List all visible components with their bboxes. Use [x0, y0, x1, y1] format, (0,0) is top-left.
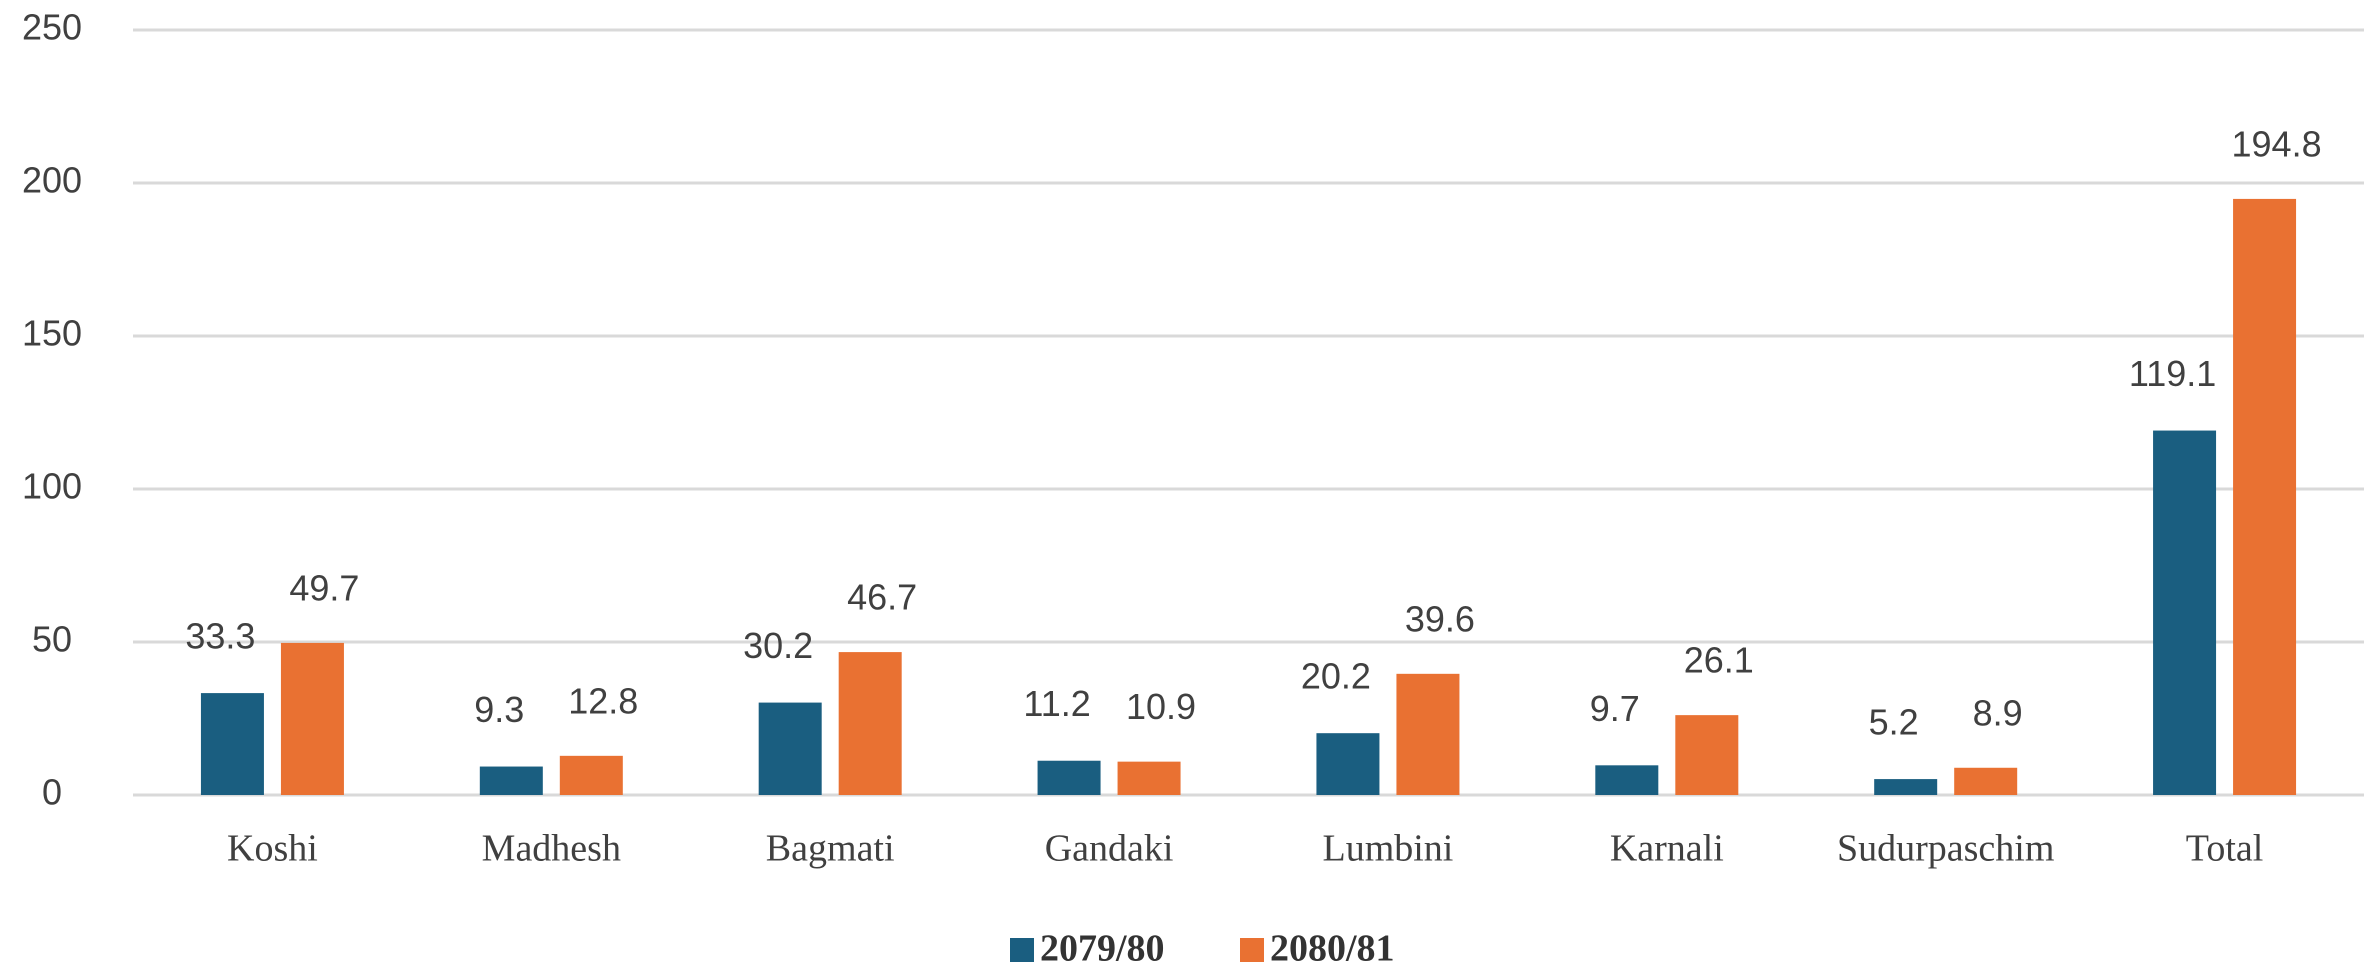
- data-label: 30.2: [743, 625, 813, 666]
- legend-label: 2080/81: [1270, 928, 1395, 970]
- data-label: 8.9: [1973, 692, 2023, 733]
- bar: [1316, 733, 1380, 795]
- data-label: 39.6: [1405, 598, 1475, 639]
- x-tick-label: Lumbini: [1322, 828, 1453, 870]
- data-label: 11.2: [1023, 683, 1090, 724]
- bar: [1117, 761, 1181, 795]
- x-tick-label: Madhesh: [482, 828, 621, 870]
- data-label: 10.9: [1126, 686, 1196, 727]
- bar: [280, 642, 344, 795]
- bar: [1396, 673, 1460, 795]
- x-tick-label: Koshi: [227, 828, 318, 870]
- x-tick-label: Gandaki: [1045, 828, 1174, 870]
- data-label: 49.7: [289, 567, 359, 608]
- data-label: 46.7: [847, 577, 917, 618]
- y-tick-label: 200: [22, 160, 82, 201]
- x-tick-label: Sudurpaschim: [1837, 828, 2054, 870]
- y-tick-label: 250: [22, 7, 82, 48]
- bar: [1874, 779, 1938, 795]
- data-label: 26.1: [1684, 640, 1754, 681]
- data-label: 9.3: [474, 689, 524, 730]
- bar: [200, 693, 264, 795]
- x-tick-label: Karnali: [1610, 828, 1724, 870]
- data-label: 33.3: [185, 616, 255, 657]
- legend-label: 2079/80: [1040, 928, 1165, 970]
- bar: [2233, 198, 2297, 796]
- bar: [1954, 767, 2018, 795]
- y-tick-label: 150: [22, 313, 82, 354]
- bar: [1595, 765, 1659, 795]
- data-label: 5.2: [1869, 702, 1919, 743]
- legend-swatch: [1010, 938, 1034, 962]
- x-tick-label: Bagmati: [766, 828, 895, 870]
- bar: [559, 755, 623, 795]
- legend-swatch: [1240, 938, 1264, 962]
- data-label: 20.2: [1301, 656, 1371, 697]
- x-tick-label: Total: [2186, 828, 2264, 870]
- bar: [1037, 760, 1101, 795]
- y-tick-label: 50: [32, 619, 72, 660]
- data-label: 9.7: [1590, 688, 1640, 729]
- y-tick-label: 100: [22, 466, 82, 507]
- bar: [2153, 430, 2217, 795]
- data-label: 12.8: [568, 680, 638, 721]
- data-label: 119.1: [2129, 353, 2216, 394]
- bar: [758, 702, 822, 795]
- y-tick-label: 0: [42, 772, 62, 813]
- bar: [838, 652, 902, 795]
- bar: [479, 766, 543, 795]
- bar: [1675, 715, 1739, 795]
- data-label: 194.8: [2232, 123, 2322, 164]
